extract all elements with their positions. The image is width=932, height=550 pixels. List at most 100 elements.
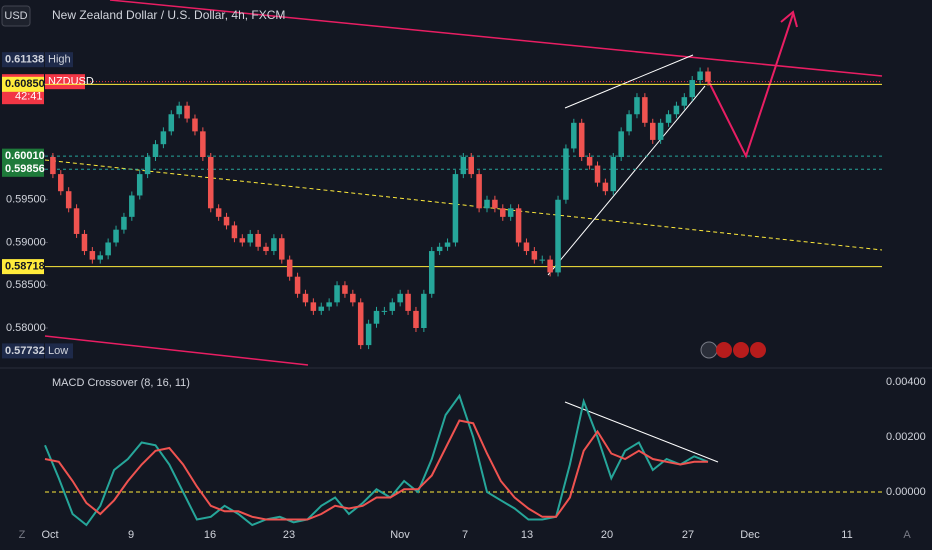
signal-line (44, 419, 708, 521)
candle-body (578, 122, 585, 157)
candle-body (665, 114, 672, 123)
candle-body (192, 118, 198, 132)
candle-body (444, 242, 451, 247)
candle-body (144, 157, 151, 175)
candle-body (160, 131, 167, 145)
price-label: 0.61138 (5, 54, 44, 66)
chart-title: New Zealand Dollar / U.S. Dollar, 4h, FX… (52, 8, 285, 22)
date-label: 9 (128, 529, 134, 541)
candle-body (618, 131, 624, 157)
date-label: 13 (521, 529, 533, 541)
drawings (44, 0, 883, 463)
price-tag: Low (48, 345, 68, 357)
date-label: 23 (283, 529, 295, 541)
date-label: Dec (740, 529, 760, 541)
currency[interactable]: USD (4, 10, 27, 22)
trend-line (44, 335, 309, 366)
event-icon (750, 342, 766, 358)
candle-body (571, 122, 577, 149)
candle-body (500, 208, 506, 217)
candle-body (539, 259, 546, 261)
candle-body (468, 157, 474, 175)
candle-body (476, 174, 482, 209)
candle-body (350, 293, 356, 303)
candle-body (373, 310, 380, 324)
candle-body (365, 323, 372, 346)
candle-body (452, 174, 459, 243)
event-icon (716, 342, 732, 358)
price-label-bg (2, 148, 44, 164)
price-label-bg (2, 52, 44, 68)
tag-bg (45, 74, 85, 90)
candle-body (81, 233, 88, 252)
candle-body (649, 122, 656, 140)
candle-body (397, 293, 403, 303)
candle-body (421, 293, 427, 328)
price-tick-label: 0.58500 (6, 279, 46, 291)
candle-body (673, 105, 680, 115)
candle-body (697, 71, 703, 81)
event-icon (733, 342, 749, 358)
macd-title: MACD Crossover (8, 16, 11) (52, 377, 190, 389)
candle-body (136, 174, 143, 196)
price-tag: High (48, 54, 71, 66)
price-label: 0.58718 (5, 261, 45, 273)
candle-body (207, 157, 214, 209)
candle-body (405, 293, 411, 311)
event-icons (700, 341, 766, 359)
candle-body (176, 105, 182, 115)
candle-body (689, 80, 695, 98)
price-label: 0.57732 (5, 345, 45, 357)
candle-body (492, 199, 498, 209)
price-label-bg (2, 343, 44, 359)
candle-body (460, 157, 467, 175)
candle-body (105, 242, 111, 256)
candle-body (247, 233, 253, 243)
candle-body (334, 285, 340, 303)
candle-body (239, 238, 246, 243)
candle-body (681, 97, 688, 106)
candle-body (184, 105, 190, 119)
candle-body (515, 208, 522, 243)
candle-body (602, 182, 609, 192)
tag-bg (45, 52, 73, 68)
currency-button[interactable] (1, 5, 31, 27)
candle-body (523, 242, 530, 252)
candle-body (97, 255, 104, 260)
candle-body (547, 259, 553, 273)
projection-arrow (706, 13, 794, 159)
price-tag: NZDUSD (48, 76, 94, 88)
corner-left: Z (19, 529, 26, 541)
price-label-bg (2, 76, 44, 92)
candle-body (357, 302, 364, 346)
candle-body (318, 306, 325, 311)
candle-body (263, 246, 269, 252)
price-label: 0.59856 (5, 163, 45, 175)
date-label: 7 (462, 529, 468, 541)
candle-body (342, 285, 348, 294)
candle-body (255, 233, 261, 247)
candle-body (113, 229, 119, 243)
candle-body (200, 131, 206, 157)
candle-body (705, 71, 711, 82)
trend-line (44, 159, 883, 251)
candle-body (231, 225, 238, 239)
wedge-line (547, 85, 706, 276)
candle-body (50, 157, 56, 175)
macd-trend-line (564, 401, 719, 463)
price-label-bg (2, 259, 44, 275)
candle-body (294, 276, 301, 294)
candle-body (594, 165, 601, 183)
candle-body (65, 191, 72, 209)
candle-body (223, 216, 230, 226)
candle-body (634, 97, 640, 115)
candle-body (531, 251, 538, 260)
date-label: Oct (41, 529, 58, 541)
date-label: 16 (204, 529, 216, 541)
trend-line (109, 0, 883, 77)
candle-body (555, 199, 561, 273)
price-tick-label: 0.59500 (6, 194, 46, 206)
candle-body (89, 251, 96, 260)
